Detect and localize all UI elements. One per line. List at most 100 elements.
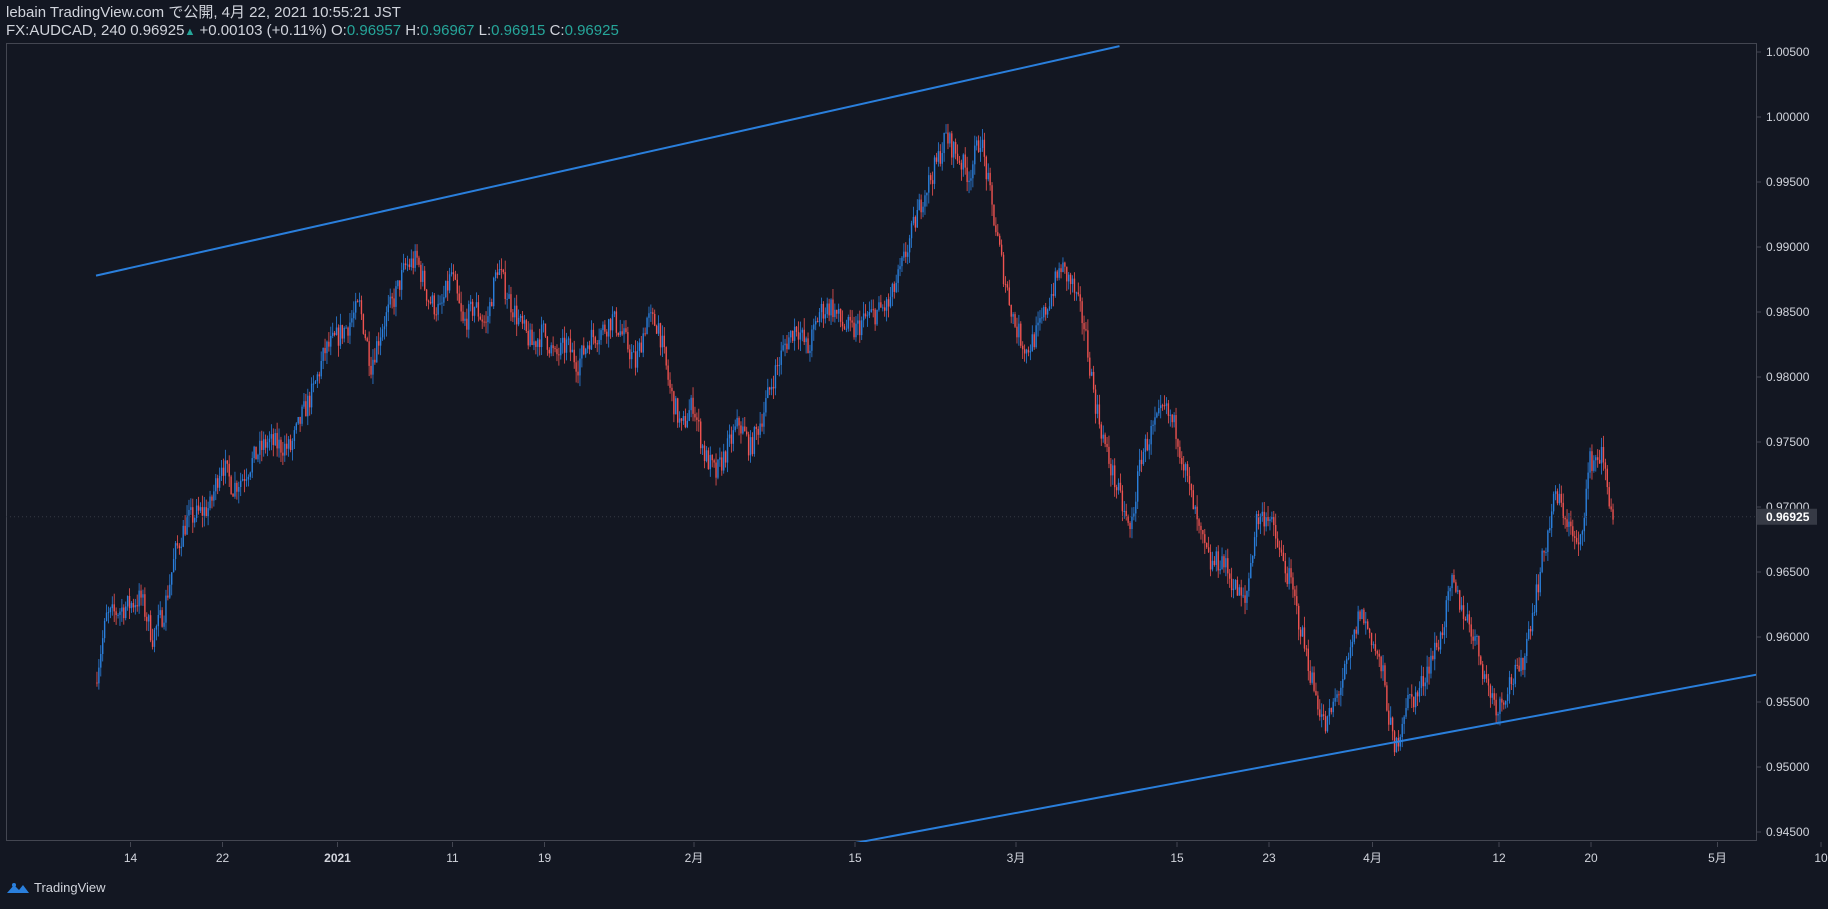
- candle: [1250, 553, 1252, 579]
- candle: [627, 326, 629, 353]
- candle-body: [414, 250, 416, 268]
- candle-body: [1096, 404, 1099, 414]
- candle-body: [770, 386, 773, 390]
- candle: [1085, 321, 1087, 332]
- candle: [985, 155, 987, 191]
- candle: [602, 321, 604, 336]
- candle-body: [586, 345, 589, 349]
- candle-body: [491, 302, 493, 307]
- candle-body: [1474, 636, 1476, 641]
- candle: [1526, 632, 1528, 664]
- candle: [793, 318, 796, 351]
- candle-body: [905, 251, 907, 257]
- candle: [385, 306, 388, 337]
- candle-body: [638, 342, 641, 351]
- candle-body: [320, 360, 322, 377]
- candle-body: [899, 266, 901, 270]
- candle-body: [1152, 424, 1154, 426]
- candle-body: [542, 323, 545, 325]
- candle-body: [805, 338, 807, 343]
- candle-body: [1236, 579, 1239, 596]
- candle-body: [1033, 334, 1035, 348]
- candle-body: [1104, 434, 1106, 444]
- candle: [1284, 553, 1286, 583]
- candle: [914, 215, 917, 232]
- candle-body: [1209, 551, 1212, 570]
- candle-body: [1240, 587, 1242, 596]
- candle: [1303, 616, 1306, 652]
- candle: [719, 447, 721, 467]
- candle: [1211, 551, 1214, 572]
- candle: [866, 310, 869, 327]
- candle: [462, 304, 464, 324]
- candle: [1135, 491, 1137, 522]
- candle: [830, 298, 832, 325]
- candle: [1087, 319, 1089, 362]
- candle: [746, 426, 748, 437]
- candle: [174, 540, 177, 571]
- candle-body: [659, 323, 662, 348]
- candle: [962, 153, 964, 177]
- candle-body: [1043, 306, 1045, 318]
- candle: [291, 438, 294, 461]
- candle-body: [1464, 618, 1467, 621]
- candle-body: [184, 525, 186, 535]
- candle: [1288, 557, 1290, 590]
- candle: [1391, 716, 1394, 741]
- candle-body: [795, 326, 798, 332]
- candle-body: [901, 257, 903, 267]
- candle-body: [1056, 271, 1058, 278]
- candle-body: [1432, 655, 1434, 660]
- candle: [646, 316, 648, 335]
- candle: [784, 338, 786, 357]
- candle-body: [707, 450, 710, 470]
- candle: [878, 296, 880, 312]
- candle: [861, 316, 863, 341]
- price-chart[interactable]: 1.005001.000000.995000.990000.985000.980…: [0, 0, 1828, 870]
- candle-body: [1303, 627, 1306, 649]
- candle: [721, 451, 723, 476]
- candle: [1133, 506, 1135, 521]
- candle: [901, 255, 903, 272]
- candle: [1460, 597, 1463, 612]
- candle-body: [870, 309, 872, 312]
- candle: [468, 300, 470, 339]
- candle: [176, 535, 179, 549]
- candle-body: [1211, 560, 1214, 570]
- candle: [1259, 513, 1262, 535]
- candle-body: [1535, 584, 1538, 613]
- candle-body: [1437, 647, 1440, 650]
- tradingview-footer: TradingView: [6, 880, 106, 895]
- candle: [563, 326, 566, 364]
- candle-body: [1449, 588, 1451, 592]
- candle: [1336, 690, 1338, 702]
- candle: [1238, 584, 1240, 596]
- candle: [1190, 483, 1193, 498]
- candle: [217, 474, 219, 495]
- candle-body: [774, 365, 777, 389]
- candle-body: [1064, 262, 1066, 267]
- candle-body: [381, 329, 384, 338]
- candle-body: [134, 605, 136, 608]
- candle-body: [1248, 578, 1250, 591]
- candle: [412, 251, 414, 275]
- candle-body: [201, 507, 204, 516]
- candle-body: [222, 467, 225, 476]
- candle-body: [862, 313, 865, 321]
- candle-body: [1478, 636, 1480, 657]
- candle: [828, 298, 830, 322]
- candle: [1127, 514, 1129, 526]
- candle-body: [763, 412, 765, 427]
- candle-body: [807, 338, 809, 354]
- candle-body: [818, 312, 821, 323]
- candle: [1054, 267, 1056, 298]
- candle: [870, 299, 872, 313]
- candle-body: [533, 341, 535, 346]
- candle: [713, 458, 715, 468]
- candle: [1060, 264, 1062, 279]
- candle: [1171, 413, 1173, 428]
- candle-body: [1232, 588, 1235, 591]
- candle: [1299, 627, 1302, 645]
- candle: [1296, 585, 1298, 615]
- candle-body: [912, 216, 915, 224]
